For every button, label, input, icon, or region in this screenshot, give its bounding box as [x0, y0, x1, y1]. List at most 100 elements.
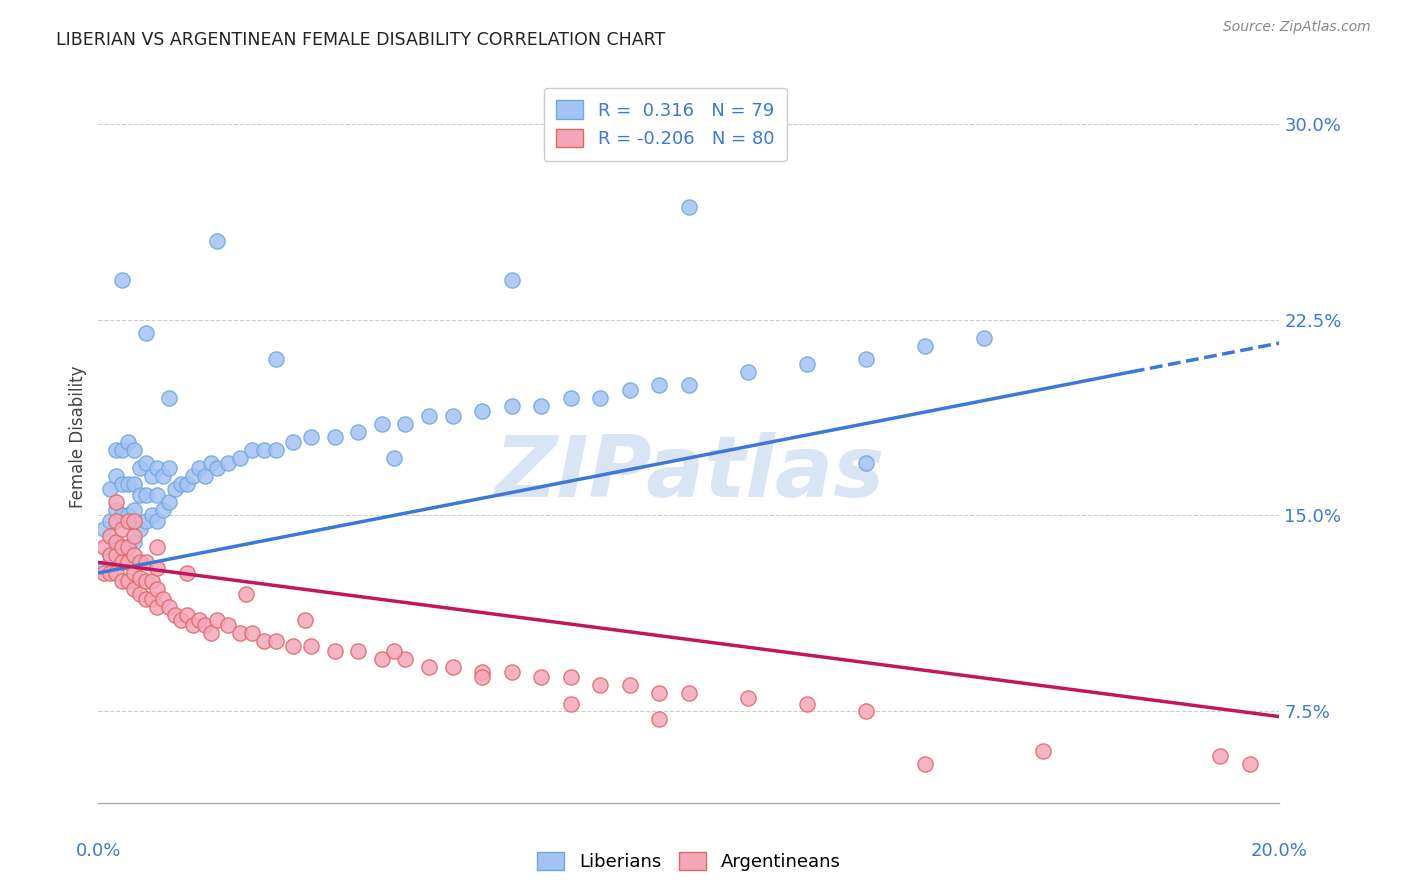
- Point: [217, 456, 239, 470]
- Point: [117, 514, 139, 528]
- Point: [648, 712, 671, 726]
- Point: [117, 574, 139, 588]
- Point: [146, 599, 169, 614]
- Point: [141, 508, 163, 523]
- Point: [560, 670, 582, 684]
- Point: [371, 652, 394, 666]
- Point: [122, 582, 145, 596]
- Point: [560, 391, 582, 405]
- Point: [105, 534, 128, 549]
- Point: [382, 644, 405, 658]
- Point: [229, 450, 252, 465]
- Point: [111, 508, 134, 523]
- Point: [128, 461, 150, 475]
- Point: [165, 607, 187, 622]
- Point: [105, 514, 128, 528]
- Point: [111, 521, 134, 535]
- Point: [253, 443, 276, 458]
- Point: [152, 503, 174, 517]
- Point: [382, 450, 405, 465]
- Point: [146, 487, 169, 501]
- Point: [128, 571, 150, 585]
- Point: [1032, 743, 1054, 757]
- Point: [128, 487, 150, 501]
- Point: [678, 686, 700, 700]
- Point: [217, 618, 239, 632]
- Point: [264, 351, 287, 366]
- Point: [152, 469, 174, 483]
- Point: [200, 456, 222, 470]
- Point: [471, 404, 494, 418]
- Point: [501, 399, 523, 413]
- Point: [619, 678, 641, 692]
- Point: [141, 469, 163, 483]
- Point: [98, 566, 121, 580]
- Point: [122, 477, 145, 491]
- Point: [135, 456, 157, 470]
- Legend: R =  0.316   N = 79, R = -0.206   N = 80: R = 0.316 N = 79, R = -0.206 N = 80: [544, 87, 787, 161]
- Point: [135, 514, 157, 528]
- Point: [589, 391, 612, 405]
- Point: [299, 639, 322, 653]
- Point: [181, 469, 204, 483]
- Point: [855, 705, 877, 719]
- Point: [111, 443, 134, 458]
- Point: [283, 435, 305, 450]
- Point: [253, 633, 276, 648]
- Point: [157, 391, 180, 405]
- Point: [737, 691, 759, 706]
- Point: [1239, 756, 1261, 771]
- Point: [200, 626, 222, 640]
- Point: [796, 357, 818, 371]
- Point: [105, 548, 128, 562]
- Point: [441, 660, 464, 674]
- Point: [194, 618, 217, 632]
- Point: [205, 234, 228, 248]
- Point: [152, 592, 174, 607]
- Point: [105, 469, 128, 483]
- Point: [122, 534, 145, 549]
- Point: [471, 670, 494, 684]
- Point: [128, 556, 150, 570]
- Point: [501, 273, 523, 287]
- Point: [135, 487, 157, 501]
- Point: [122, 514, 145, 528]
- Point: [135, 326, 157, 340]
- Text: 20.0%: 20.0%: [1251, 842, 1308, 860]
- Point: [194, 469, 217, 483]
- Point: [240, 443, 263, 458]
- Point: [418, 409, 440, 424]
- Point: [181, 618, 204, 632]
- Point: [157, 461, 180, 475]
- Point: [117, 435, 139, 450]
- Point: [111, 540, 134, 554]
- Text: Source: ZipAtlas.com: Source: ZipAtlas.com: [1223, 20, 1371, 34]
- Point: [135, 574, 157, 588]
- Point: [501, 665, 523, 680]
- Point: [530, 670, 553, 684]
- Point: [105, 495, 128, 509]
- Point: [299, 430, 322, 444]
- Point: [146, 514, 169, 528]
- Point: [93, 521, 115, 535]
- Point: [122, 529, 145, 543]
- Point: [264, 633, 287, 648]
- Point: [973, 331, 995, 345]
- Point: [530, 399, 553, 413]
- Point: [441, 409, 464, 424]
- Point: [117, 540, 139, 554]
- Point: [347, 425, 370, 439]
- Point: [589, 678, 612, 692]
- Point: [394, 652, 416, 666]
- Point: [678, 377, 700, 392]
- Point: [135, 556, 157, 570]
- Point: [146, 560, 169, 574]
- Point: [93, 540, 115, 554]
- Point: [205, 613, 228, 627]
- Point: [648, 377, 671, 392]
- Point: [157, 495, 180, 509]
- Point: [111, 556, 134, 570]
- Point: [93, 566, 115, 580]
- Point: [240, 626, 263, 640]
- Point: [619, 383, 641, 397]
